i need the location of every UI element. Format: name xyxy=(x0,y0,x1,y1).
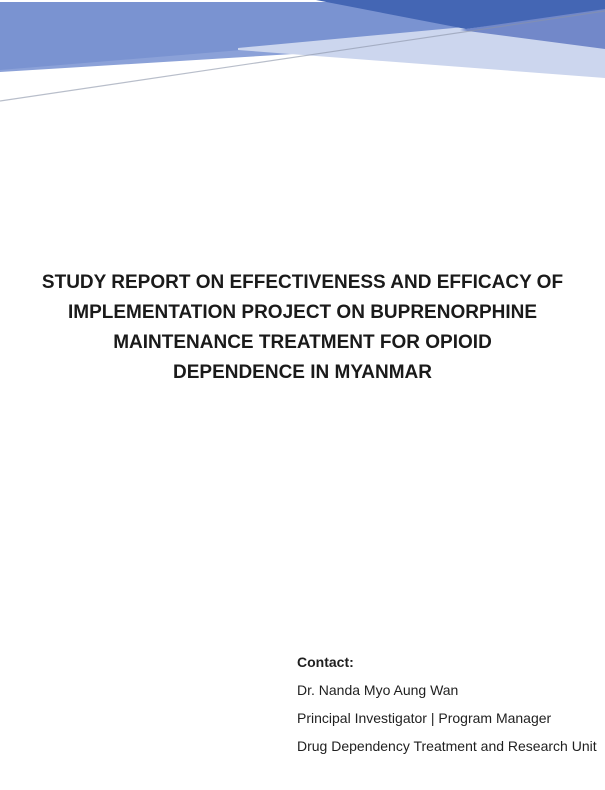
banner-dark-corner-shape xyxy=(316,0,605,29)
banner-right-medium-wedge-shape xyxy=(460,7,605,49)
report-title-line-1: STUDY REPORT ON EFFECTIVENESS AND EFFICA… xyxy=(41,272,564,293)
contact-organization: Drug Dependency Treatment and Research U… xyxy=(297,738,597,754)
report-title-line-3: MAINTENANCE TREATMENT FOR OPIOID xyxy=(113,332,492,353)
report-title-line-4: DEPENDENCE IN MYANMAR xyxy=(173,362,432,383)
contact-block: Contact: Dr. Nanda Myo Aung Wan Principa… xyxy=(297,648,597,760)
report-title: STUDY REPORT ON EFFECTIVENESS AND EFFICA… xyxy=(0,268,605,388)
contact-label: Contact: xyxy=(297,654,354,670)
header-banner-decoration xyxy=(0,0,605,102)
contact-role: Principal Investigator | Program Manager xyxy=(297,710,552,726)
banner-diagonal-line xyxy=(0,10,605,102)
contact-person-name: Dr. Nanda Myo Aung Wan xyxy=(297,682,459,698)
report-title-line-2: IMPLEMENTATION PROJECT ON BUPRENORPHINE xyxy=(67,302,538,323)
banner-medium-shape xyxy=(0,2,470,70)
